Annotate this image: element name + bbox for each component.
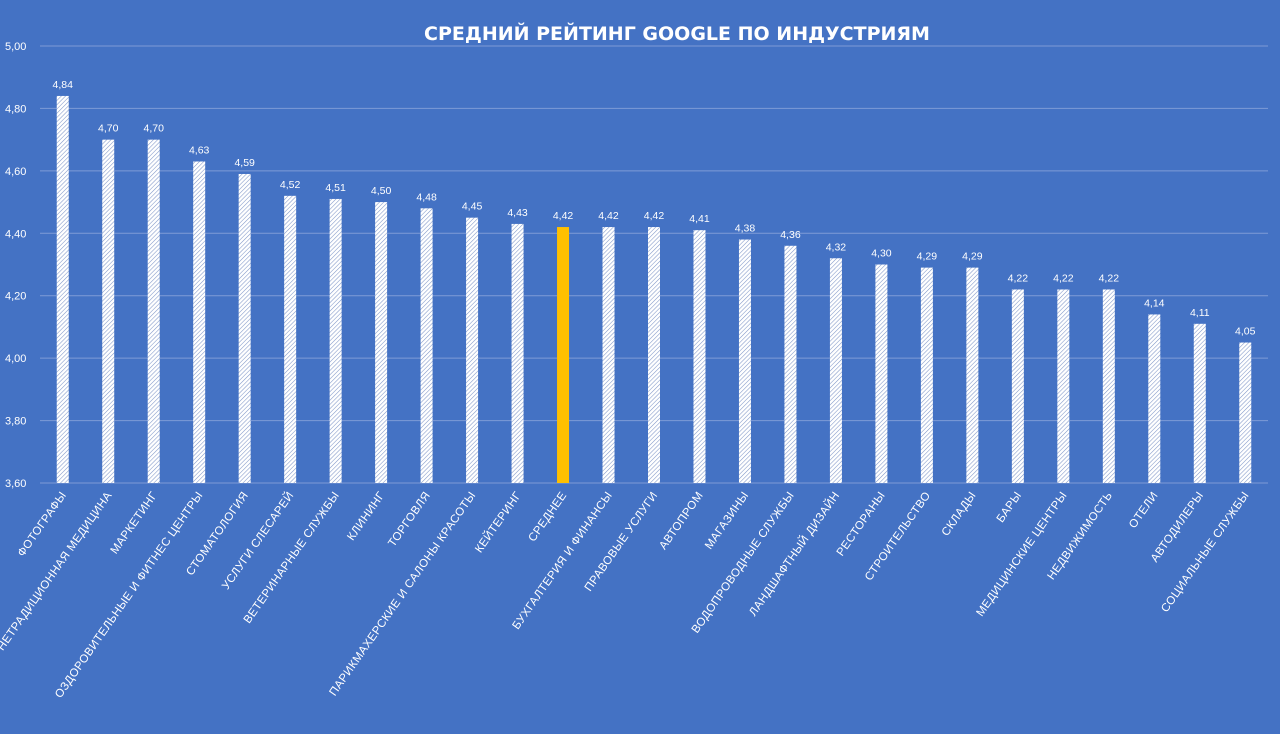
x-tick-label: НЕТРАДИЦИОННАЯ МЕДИЦИНА — [0, 490, 115, 653]
data-label: 4,36 — [780, 229, 801, 241]
bar — [466, 217, 479, 483]
data-label: 4,22 — [1099, 272, 1120, 284]
y-tick-label: 4,60 — [5, 166, 26, 178]
x-tick-label: ОТЕЛИ — [1127, 490, 1161, 531]
y-tick-label: 3,60 — [5, 478, 26, 490]
bar — [1148, 314, 1161, 483]
x-tick-label: ВЕТЕРИНАРНЫЕ СЛУЖБЫ — [242, 490, 342, 626]
x-tick-label: КЛИНИНГ — [345, 490, 387, 543]
y-tick-label: 4,00 — [5, 353, 26, 365]
data-label: 4,50 — [371, 185, 392, 197]
data-labels: 4,84 4,70 4,70 4,63 4,59 4,52 4,51 4,50 4,48 4,45… — [53, 79, 1256, 338]
x-tick-label: СКЛАДЫ — [940, 490, 979, 539]
data-label: 4,05 — [1235, 326, 1256, 338]
data-label: 4,32 — [826, 241, 847, 253]
data-label: 4,45 — [462, 201, 483, 213]
data-label: 4,70 — [143, 123, 164, 135]
bar — [920, 267, 933, 483]
x-tick-label: АВТОПРОМ — [657, 490, 706, 552]
bar — [966, 267, 979, 483]
x-tick-label: КЕЙТЕРИНГ — [472, 489, 524, 555]
bar — [102, 139, 115, 483]
x-tick-label: ТОРГОВЛЯ — [386, 490, 433, 550]
bar — [284, 195, 297, 484]
data-label: 4,59 — [234, 157, 255, 169]
bar — [329, 198, 342, 483]
bar — [829, 258, 842, 483]
bar — [1102, 289, 1115, 483]
bar — [1057, 289, 1070, 483]
bar — [648, 227, 660, 483]
data-label: 4,52 — [280, 179, 301, 191]
y-tick-label: 3,80 — [5, 416, 26, 428]
x-tick-label: СРЕДНЕЕ — [526, 490, 569, 544]
data-label: 4,43 — [507, 207, 528, 219]
data-label: 4,29 — [917, 251, 938, 263]
data-label: 4,63 — [189, 144, 210, 156]
data-label: 4,51 — [325, 182, 346, 194]
y-tick-label: 4,20 — [5, 291, 26, 303]
bars — [56, 95, 1252, 484]
x-tick-label: МЕДИЦИНСКИЕ ЦЕНТРЫ — [974, 490, 1069, 619]
data-label: 4,70 — [98, 123, 119, 135]
bar — [511, 223, 524, 483]
data-label: 4,41 — [689, 213, 710, 225]
data-label: 4,48 — [416, 191, 437, 203]
bar — [738, 239, 751, 483]
y-tick-label: 4,80 — [5, 103, 26, 115]
chart-title: СРЕДНИЙ РЕЙТИНГ GOOGLE ПО ИНДУСТРИЯМ — [424, 22, 930, 45]
x-tick-label: РЕСТОРАНЫ — [835, 490, 888, 559]
bar — [784, 245, 797, 483]
x-tick-label: МАРКЕТИНГ — [109, 490, 161, 557]
data-label: 4,42 — [644, 210, 665, 222]
data-label: 4,29 — [962, 251, 983, 263]
bar — [875, 264, 888, 483]
y-axis-ticks: 3,60 3,80 4,00 4,20 4,40 4,60 4,80 5,00 — [5, 41, 26, 490]
x-tick-label: БУХГАЛТЕРИЯ И ФИНАНСЫ — [511, 490, 615, 632]
bar — [147, 139, 160, 483]
data-label: 4,22 — [1053, 272, 1074, 284]
bar — [1193, 323, 1206, 483]
data-label: 4,42 — [553, 210, 574, 222]
y-tick-label: 5,00 — [5, 41, 26, 53]
data-label: 4,42 — [598, 210, 619, 222]
x-tick-label: ФОТОГРАФЫ — [16, 490, 69, 559]
bar — [238, 173, 251, 483]
bar — [420, 208, 433, 484]
bar-average — [557, 227, 570, 483]
bar — [1011, 289, 1024, 483]
bar — [693, 230, 706, 483]
x-tick-label: БАРЫ — [995, 490, 1025, 525]
data-label: 4,38 — [735, 223, 756, 235]
x-tick-label: СОЦИАЛЬНЫЕ СЛУЖБЫ — [1159, 490, 1251, 615]
bar — [602, 227, 615, 483]
data-label: 4,11 — [1190, 307, 1210, 319]
x-tick-label: ЛАНДШАФТНЫЙ ДИЗАЙН — [746, 489, 842, 618]
bar — [375, 202, 388, 484]
y-tick-label: 4,40 — [5, 228, 26, 240]
x-tick-label: МАГАЗИНЫ — [703, 490, 751, 552]
data-label: 4,30 — [871, 248, 892, 260]
data-label: 4,14 — [1144, 297, 1165, 309]
bar — [1239, 342, 1252, 483]
bar — [193, 161, 206, 483]
data-label: 4,84 — [53, 79, 74, 91]
data-label: 4,22 — [1008, 272, 1029, 284]
bar — [56, 95, 69, 483]
